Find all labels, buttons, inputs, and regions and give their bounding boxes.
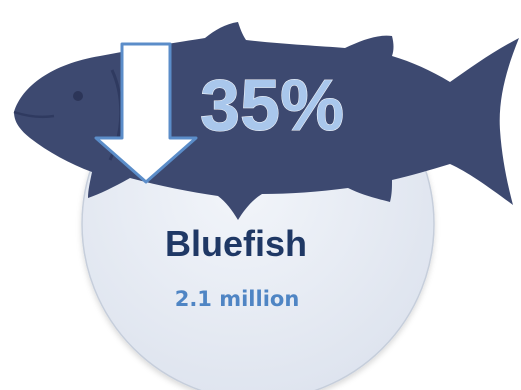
- population-count: 2.1 million: [175, 287, 300, 311]
- fish-eye: [73, 91, 83, 101]
- down-arrow-icon: [94, 42, 198, 184]
- species-name: Bluefish: [165, 223, 307, 264]
- change-percent: 35%: [200, 66, 344, 146]
- fish-mouth: [13, 110, 55, 119]
